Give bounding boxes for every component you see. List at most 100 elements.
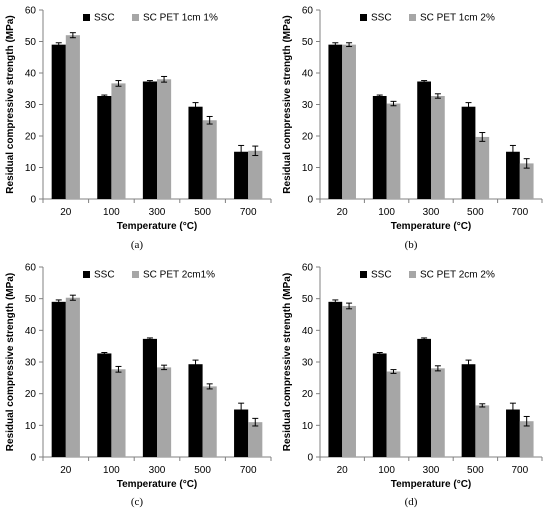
bar-ssc — [461, 364, 476, 457]
bar-pet — [342, 305, 356, 457]
panel-caption: (b) — [405, 239, 418, 251]
y-tick-label: 60 — [25, 263, 37, 274]
bar-pet — [157, 79, 172, 199]
bar-ssc — [506, 409, 520, 457]
chart-panel: 0 10 20 30 40 50 60 20 100 300 500 700 Temperature (… — [282, 263, 543, 508]
x-tick-label: 700 — [511, 465, 528, 476]
bar-ssc — [51, 44, 66, 200]
legend-swatch — [132, 14, 139, 21]
y-tick-label: 60 — [25, 6, 37, 17]
legend-swatch — [409, 271, 416, 278]
bar-ssc — [506, 151, 520, 199]
y-tick-label: 20 — [302, 389, 314, 400]
y-tick-label: 10 — [302, 163, 314, 174]
bar-pet — [111, 369, 126, 457]
bar-ssc — [328, 44, 343, 200]
legend-swatch — [83, 14, 90, 21]
bar-pet — [475, 405, 490, 457]
bar-ssc — [97, 353, 112, 457]
chart-panel: 0 10 20 30 40 50 60 20 100 300 500 700 Temperature (… — [5, 6, 272, 251]
bar-pet — [65, 297, 80, 457]
legend: SSC SC PET 1cm 2% — [360, 13, 495, 24]
bar-ssc — [372, 353, 387, 457]
y-tick-label: 40 — [302, 326, 314, 337]
bar-pet — [386, 371, 401, 457]
bar-ssc — [142, 81, 157, 199]
legend-label: SSC — [94, 13, 115, 24]
legend: SSC SC PET 2cm 2% — [360, 270, 495, 281]
bar-ssc — [372, 95, 387, 199]
x-tick-label: 500 — [467, 207, 484, 218]
bar-ssc — [97, 95, 112, 199]
bar-ssc — [51, 301, 66, 457]
y-tick-label: 0 — [30, 195, 36, 206]
bar-pet — [519, 421, 534, 457]
legend-label: SC PET 2cm1% — [143, 270, 215, 281]
x-tick-label: 20 — [337, 465, 349, 476]
x-tick-label: 500 — [467, 465, 484, 476]
x-tick-label: 300 — [149, 207, 166, 218]
y-tick-label: 40 — [302, 69, 314, 80]
x-tick-label: 100 — [378, 465, 395, 476]
y-tick-label: 40 — [25, 69, 37, 80]
chart-panel: 0 10 20 30 40 50 60 20 100 300 500 700 Temperature (… — [282, 6, 543, 251]
x-tick-label: 100 — [103, 465, 120, 476]
y-tick-label: 0 — [307, 453, 313, 464]
y-axis-title: Residual compressive strength (MPa) — [5, 273, 16, 451]
y-axis-title: Residual compressive strength (MPa) — [282, 273, 293, 451]
x-axis-title: Temperature (°C) — [391, 479, 472, 490]
x-tick-label: 300 — [423, 465, 440, 476]
chart-panel: 0 10 20 30 40 50 60 20 100 300 500 700 Temperature (… — [5, 263, 272, 508]
legend-label: SC PET 2cm 2% — [420, 270, 495, 281]
y-tick-label: 30 — [25, 358, 37, 369]
bar-pet — [519, 163, 534, 199]
x-tick-label: 300 — [423, 207, 440, 218]
bar-pet — [386, 103, 401, 199]
x-axis-title: Temperature (°C) — [391, 221, 472, 232]
legend-swatch — [360, 271, 367, 278]
bar-pet — [248, 422, 263, 457]
bar-pet — [431, 95, 445, 199]
bar-pet — [431, 368, 445, 457]
x-tick-label: 20 — [60, 207, 72, 218]
legend-swatch — [360, 14, 367, 21]
y-tick-label: 30 — [302, 358, 314, 369]
y-tick-label: 50 — [25, 294, 37, 305]
y-tick-label: 10 — [302, 421, 314, 432]
y-tick-label: 10 — [25, 163, 37, 174]
x-tick-label: 700 — [511, 207, 528, 218]
x-tick-label: 700 — [240, 465, 257, 476]
legend: SSC SC PET 1cm 1% — [83, 13, 218, 24]
bar-pet — [111, 83, 126, 199]
bar-ssc — [328, 301, 343, 457]
x-tick-label: 300 — [149, 465, 166, 476]
y-tick-label: 30 — [302, 100, 314, 111]
legend-label: SC PET 1cm 1% — [143, 13, 218, 24]
y-tick-label: 20 — [25, 132, 37, 143]
legend: SSC SC PET 2cm1% — [83, 270, 215, 281]
panel-caption: (d) — [405, 496, 418, 508]
y-axis-title: Residual compressive strength (MPa) — [282, 15, 293, 193]
bar-pet — [475, 136, 490, 199]
bar-pet — [202, 120, 217, 199]
legend-label: SSC — [94, 270, 115, 281]
x-tick-label: 100 — [378, 207, 395, 218]
bar-ssc — [417, 338, 431, 457]
panel-caption: (a) — [131, 239, 144, 251]
y-axis-title: Residual compressive strength (MPa) — [5, 15, 16, 193]
legend-label: SSC — [371, 270, 392, 281]
x-tick-label: 500 — [194, 207, 211, 218]
y-tick-label: 0 — [307, 195, 313, 206]
y-tick-label: 10 — [25, 421, 37, 432]
legend-swatch — [83, 271, 90, 278]
x-tick-label: 500 — [194, 465, 211, 476]
bar-ssc — [142, 338, 157, 457]
bar-ssc — [188, 364, 203, 457]
y-tick-label: 60 — [302, 6, 314, 17]
y-tick-label: 30 — [25, 100, 37, 111]
legend-swatch — [409, 14, 416, 21]
x-tick-label: 20 — [337, 207, 349, 218]
x-axis-title: Temperature (°C) — [117, 221, 198, 232]
bar-ssc — [234, 409, 249, 457]
